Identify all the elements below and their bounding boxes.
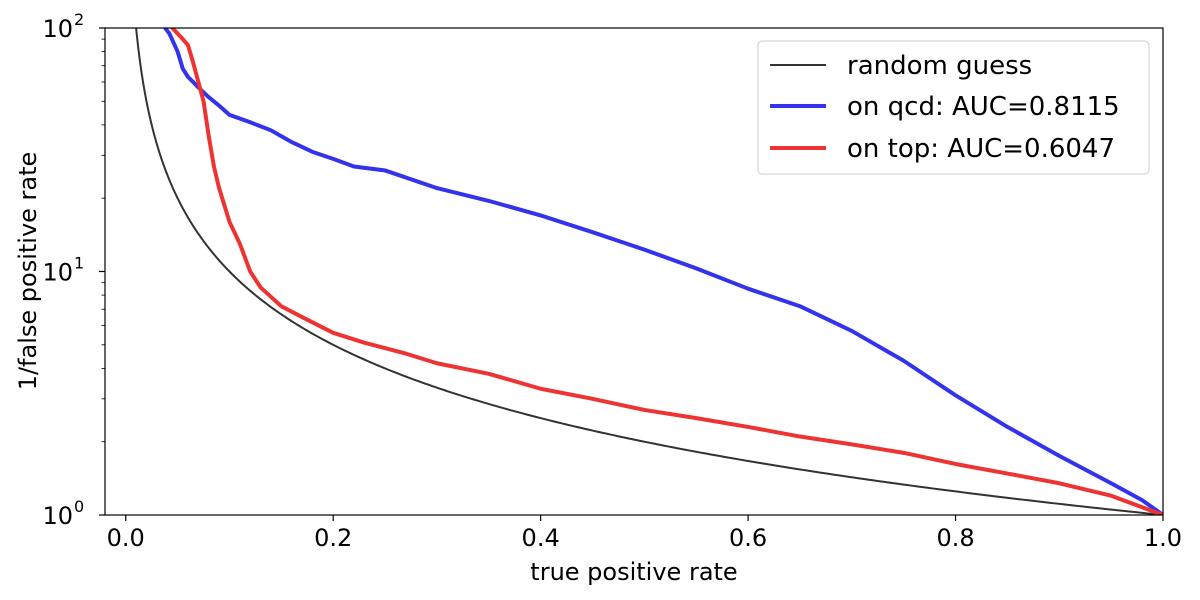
y-tick-label: 10 [42,259,73,287]
y-tick-label: 10 [42,502,73,530]
legend-box [757,40,1150,175]
series-line-on-qcd-auc-0-8115 [163,28,1163,515]
y-tick-label: 10 [42,15,73,43]
series-line-random-guess [135,28,1163,515]
x-tick-label: 0.4 [522,524,560,552]
series-layer [135,28,1163,515]
legend: random guess on qcd: AUC=0.8115 on top: … [757,40,1150,175]
x-tick-label: 0.8 [936,524,974,552]
y-tick-exponent: 2 [74,10,84,29]
x-tick-label: 0.2 [314,524,352,552]
legend-label-random-guess: random guess [847,51,1032,81]
legend-label-on-top: on top: AUC=0.6047 [847,134,1115,164]
y-tick-exponent: 1 [74,254,84,273]
x-axis-label: true positive rate [530,558,737,586]
x-tick-label: 1.0 [1144,524,1182,552]
y-tick-exponent: 0 [74,497,84,516]
y-axis-label: 1/false positive rate [14,152,42,391]
legend-label-on-qcd: on qcd: AUC=0.8115 [847,92,1120,122]
x-axis: 0.0 0.2 0.4 0.6 0.8 1.0 [107,515,1182,552]
series-line-on-top-auc-0-6047 [170,28,1163,515]
x-tick-label: 0.6 [729,524,767,552]
x-tick-label: 0.0 [107,524,145,552]
